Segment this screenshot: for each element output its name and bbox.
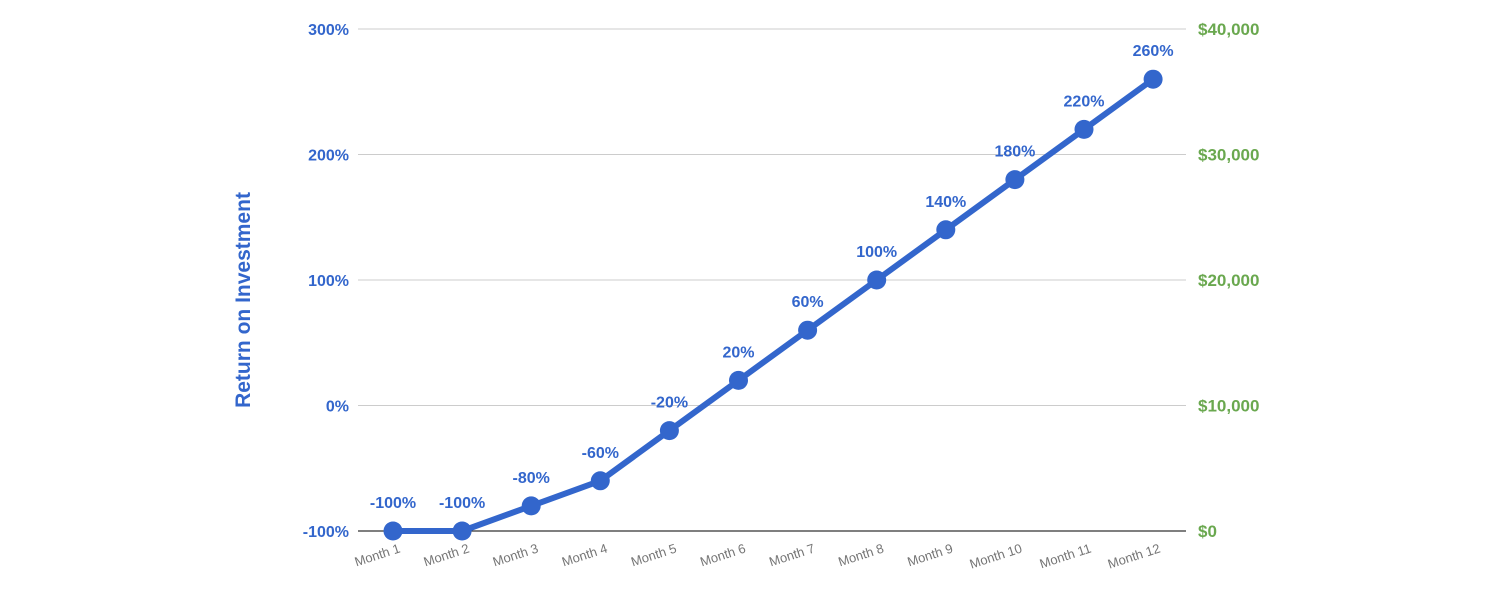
data-label: -100% — [439, 495, 485, 512]
data-point — [590, 471, 610, 491]
data-point — [729, 370, 748, 390]
right-axis-tick-label: $0 — [1198, 522, 1217, 541]
series-roi — [383, 69, 1163, 541]
x-axis-tick-label: Month 9 — [905, 541, 954, 570]
x-axis-tick-label: Month 7 — [767, 541, 816, 570]
x-axis-tick-label: Month 3 — [491, 541, 540, 570]
x-axis-tick-label: Month 5 — [629, 541, 678, 570]
data-label: 20% — [722, 344, 754, 361]
left-axis-ticks: 300% 200% 100% 0% -100% — [303, 22, 349, 541]
data-point — [659, 421, 679, 441]
left-axis-tick-label: -100% — [303, 524, 349, 541]
x-axis-tick-label: Month 12 — [1106, 541, 1162, 572]
right-axis-tick-label: $20,000 — [1198, 271, 1259, 290]
x-axis-tick-label: Month 4 — [560, 541, 609, 570]
data-point — [867, 270, 887, 290]
data-point — [1143, 69, 1163, 89]
data-label: -60% — [582, 445, 619, 462]
x-axis-tick-label: Month 2 — [422, 541, 471, 570]
left-axis-tick-label: 200% — [308, 148, 349, 165]
x-axis-tick-label: Month 8 — [836, 541, 885, 570]
right-axis-tick-label: $40,000 — [1198, 20, 1259, 39]
data-point — [1074, 119, 1094, 139]
data-label: -20% — [651, 395, 688, 412]
data-label: -100% — [370, 495, 416, 512]
x-axis-tick-label: Month 1 — [353, 541, 402, 570]
right-axis-ticks: $40,000 $30,000 $20,000 $10,000 $0 — [1198, 20, 1259, 541]
data-label: 100% — [856, 244, 897, 261]
data-label: -80% — [513, 470, 550, 487]
data-point — [521, 496, 541, 516]
data-label: 220% — [1064, 93, 1105, 110]
series-line — [390, 76, 1157, 534]
left-axis-tick-label: 300% — [308, 22, 349, 39]
x-axis-ticks: Month 1 Month 2 Month 3 Month 4 Month 5 Month… — [353, 541, 1162, 572]
right-axis-tick-label: $10,000 — [1198, 397, 1259, 416]
gridlines — [358, 28, 1186, 532]
data-label: 260% — [1133, 43, 1174, 60]
data-point — [936, 220, 956, 240]
data-point — [383, 521, 403, 541]
left-axis-tick-label: 100% — [308, 273, 349, 290]
data-point — [452, 521, 472, 541]
data-label: 140% — [925, 194, 966, 211]
data-point — [798, 320, 818, 340]
left-axis-tick-label: 0% — [326, 399, 349, 416]
x-axis-tick-label: Month 10 — [968, 541, 1024, 572]
data-labels: -100% -100% -80% -60% -20% 20% 60% 100% 140% 180%… — [370, 43, 1174, 512]
data-label: 60% — [792, 294, 824, 311]
y-axis-title: Return on Investment — [232, 192, 255, 408]
data-point — [1005, 170, 1025, 190]
x-axis-tick-label: Month 11 — [1038, 541, 1093, 572]
right-axis-tick-label: $30,000 — [1198, 146, 1259, 165]
x-axis-tick-label: Month 6 — [698, 541, 747, 570]
data-label: 180% — [994, 144, 1035, 161]
